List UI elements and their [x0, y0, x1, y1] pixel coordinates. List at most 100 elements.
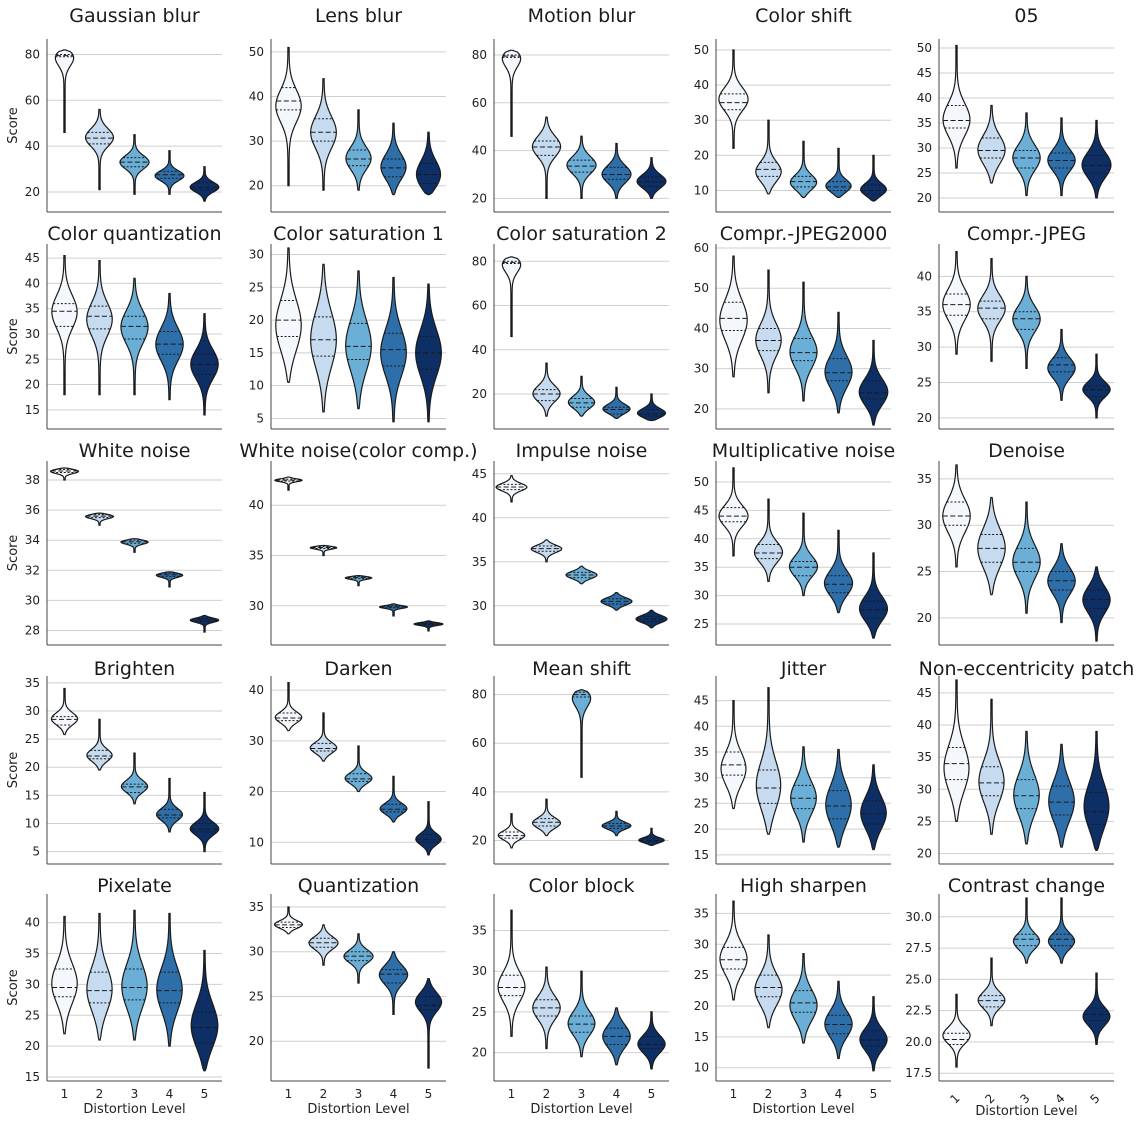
y-tick-label: 50 — [694, 475, 709, 489]
violin-level-4 — [824, 980, 853, 1060]
violin-level-5 — [1083, 730, 1110, 851]
violin-level-5 — [190, 313, 219, 416]
violin-level-5 — [858, 552, 889, 639]
y-tick-label: 20 — [917, 191, 932, 205]
violin-level-3 — [789, 140, 818, 199]
x-axis-label: Distortion Level — [975, 1104, 1077, 1119]
violin-level-2 — [977, 957, 1006, 1027]
violin-level-5 — [413, 620, 444, 632]
y-tick-label: 35 — [25, 302, 40, 316]
violin-level-4 — [1047, 543, 1076, 624]
violin-level-5 — [415, 283, 442, 423]
y-tick-label: 15 — [249, 346, 264, 360]
y-tick-label: 20 — [249, 1034, 264, 1048]
violin-level-5 — [636, 393, 667, 422]
x-tick-label: 1 — [508, 1087, 516, 1101]
y-tick-label: 10 — [249, 835, 264, 849]
panel-21: Quantization 20 25 30 35 1 2 3 4 5 Distortion Leve… — [249, 875, 446, 1117]
y-tick-label: 15 — [694, 848, 709, 862]
panel-14: Denoise 20 25 30 35 — [917, 440, 1114, 646]
y-tick-label: 35 — [472, 924, 487, 938]
y-tick-label: 20 — [694, 402, 709, 416]
violin-level-5 — [1082, 566, 1111, 642]
y-tick-label: 80 — [472, 254, 487, 268]
y-tick-label: 30 — [917, 141, 932, 155]
x-axis-label: Distortion Level — [307, 1102, 409, 1117]
y-tick-label: 30 — [249, 599, 264, 613]
y-tick-label: 20 — [472, 387, 487, 401]
panel-title: High sharpen — [740, 875, 867, 897]
y-tick-label: 20 — [917, 847, 932, 861]
y-tick-label: 20 — [694, 999, 709, 1013]
violin-level-1 — [720, 699, 747, 810]
violin-level-2 — [84, 108, 115, 191]
y-tick-label: 25 — [917, 814, 932, 828]
y-tick-label: 25 — [249, 280, 264, 294]
violin-level-3 — [788, 512, 819, 597]
violin-level-4 — [1048, 743, 1075, 848]
violin-level-1 — [273, 906, 304, 935]
y-tick-label: 30 — [917, 782, 932, 796]
panel-2: Motion blur 20 40 60 80 — [472, 5, 669, 213]
violin-level-1 — [497, 909, 526, 1037]
y-tick-label: 20 — [249, 179, 264, 193]
y-tick-label: 10 — [249, 379, 264, 393]
y-tick-label: 25 — [694, 617, 709, 631]
panel-title: Compr.-JPEG2000 — [720, 223, 888, 245]
x-tick-label: 1 — [61, 1087, 69, 1101]
y-tick-label: 34 — [25, 533, 40, 547]
panel-12: Impulse noise 30 35 40 45 — [472, 440, 669, 646]
panel-3: Color shift 10 20 30 40 50 — [694, 5, 891, 213]
y-tick-label: 40 — [249, 498, 264, 512]
panel-title: Multiplicative noise — [712, 440, 895, 462]
panel-19: Non-eccentricity patch 20 25 30 35 40 45 — [917, 658, 1134, 865]
y-tick-label: 25 — [917, 166, 932, 180]
violin-level-5 — [1082, 972, 1111, 1046]
y-tick-label: 40 — [472, 144, 487, 158]
y-tick-label: 60 — [472, 736, 487, 750]
y-tick-label: 36 — [25, 503, 40, 517]
violin-level-5 — [189, 614, 220, 633]
y-tick-label: 25 — [249, 989, 264, 1003]
panel-title: Color saturation 1 — [273, 223, 444, 245]
y-tick-label: 80 — [472, 48, 487, 62]
x-tick-label: 3 — [355, 1087, 363, 1101]
y-tick-label: 45 — [917, 686, 932, 700]
violin-level-4 — [602, 1007, 631, 1066]
panel-title: Color block — [528, 875, 634, 897]
y-tick-label: 50 — [249, 45, 264, 59]
y-tick-label: 40 — [472, 785, 487, 799]
y-tick-label: 30 — [249, 248, 264, 262]
y-tick-label: 30 — [25, 704, 40, 718]
y-tick-label: 40 — [472, 511, 487, 525]
violin-level-1 — [50, 687, 79, 736]
x-tick-label: 1 — [285, 1087, 293, 1101]
panel-title: Color quantization — [47, 223, 221, 245]
violin-level-4 — [825, 748, 852, 848]
violin-level-5 — [1081, 119, 1112, 199]
violin-level-5 — [638, 827, 665, 847]
violin-level-1 — [942, 44, 971, 169]
y-tick-label: 25 — [25, 352, 40, 366]
y-tick-label: 5 — [32, 845, 40, 859]
panel-8: Compr.-JPEG2000 20 30 40 50 60 — [694, 223, 891, 430]
violin-level-5 — [859, 996, 888, 1072]
y-tick-label: 45 — [472, 467, 487, 481]
violin-level-1 — [495, 474, 528, 503]
y-tick-label: 30.0 — [905, 910, 932, 924]
panel-title: Jitter — [780, 658, 826, 680]
y-tick-label: 40 — [249, 90, 264, 104]
y-tick-label: 60 — [694, 241, 709, 255]
violin-level-4 — [602, 386, 631, 419]
violin-level-3 — [120, 277, 149, 396]
y-axis-label: Score — [6, 318, 21, 354]
y-tick-label: 40 — [917, 718, 932, 732]
violin-level-3 — [119, 134, 150, 195]
violin-level-2 — [754, 934, 783, 1029]
y-tick-label: 40 — [694, 532, 709, 546]
y-tick-label: 15 — [694, 1030, 709, 1044]
y-tick-label: 25 — [917, 565, 932, 579]
violin-level-4 — [378, 951, 409, 1015]
x-tick-label: 1 — [947, 1091, 962, 1106]
panel-title: 05 — [1014, 5, 1038, 27]
